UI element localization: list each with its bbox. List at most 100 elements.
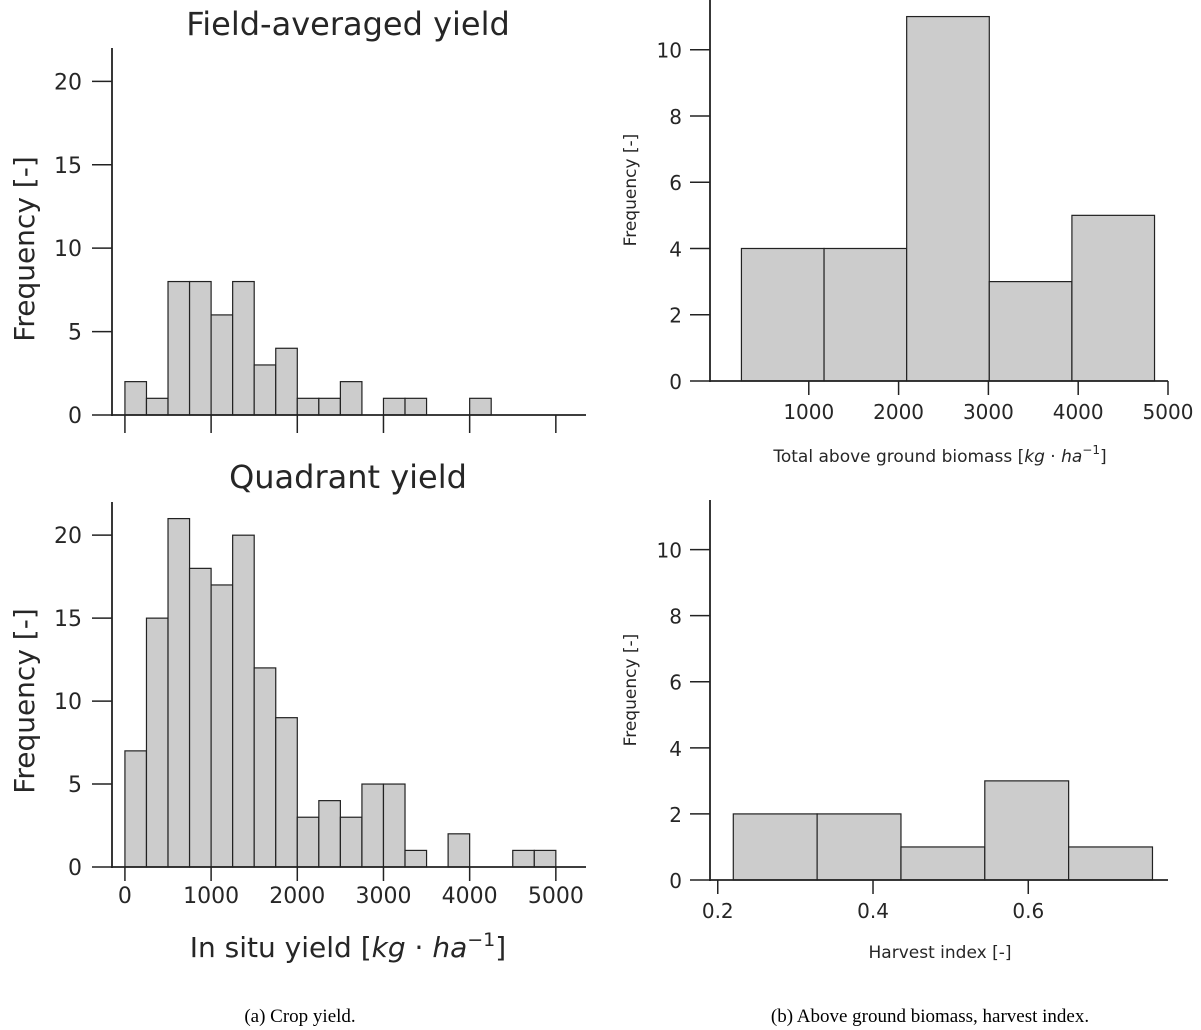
harvest-index-bars (732, 780, 1154, 881)
biomass-xlabel: Total above ground biomass [kg · ha−1] (772, 443, 1106, 467)
y-tick-label: 0 (68, 856, 82, 881)
histogram-bar (210, 314, 234, 416)
histogram-bar (404, 397, 428, 416)
x-tick-label: 5000 (1143, 400, 1194, 424)
histogram-bar (1068, 846, 1154, 881)
y-tick-label: 15 (54, 154, 82, 179)
histogram-bar (318, 800, 341, 868)
quadrant-yield-xlabel: In situ yield [kg · ha−1] (190, 929, 506, 964)
y-tick-label: 5 (68, 321, 82, 346)
x-tick-label: 4000 (442, 884, 498, 909)
quadrant-yield-ylabel: Frequency [-] (8, 608, 41, 794)
histogram-bar (145, 397, 169, 416)
histogram-bar (906, 15, 990, 382)
histogram-bar (318, 397, 341, 416)
quadrant-yield-histogram: Quadrant yield Frequency [-] In situ yie… (8, 458, 586, 964)
caption-left: (a) Crop yield. (244, 1006, 355, 1027)
y-tick-label: 10 (657, 39, 682, 63)
histogram-bar (253, 667, 277, 868)
x-tick-label: 2000 (873, 400, 924, 424)
quadrant-yield-axes: 0 5 10 15 20 0 1000 2000 3000 4000 5000 (54, 502, 586, 909)
histogram-bar (339, 816, 363, 868)
histogram-bar (232, 280, 255, 416)
field-yield-title: Field-averaged yield (186, 5, 510, 43)
histogram-bar (275, 347, 298, 416)
y-tick-label: 15 (54, 607, 82, 632)
histogram-bar (296, 816, 320, 868)
histogram-bar (404, 849, 428, 868)
x-tick-label: 0.6 (1012, 899, 1044, 923)
y-tick-label: 4 (669, 737, 682, 761)
y-tick-label: 10 (54, 690, 82, 715)
quadrant-yield-title: Quadrant yield (229, 458, 467, 496)
harvest-index-axes: 0 2 4 6 8 10 0.2 0.4 0.6 (657, 500, 1168, 923)
y-tick-label: 0 (669, 869, 682, 893)
histogram-bar (167, 280, 191, 416)
y-tick-label: 6 (669, 171, 682, 195)
x-tick-label: 3000 (963, 400, 1014, 424)
y-tick-label: 20 (54, 524, 82, 549)
x-tick-label: 0.4 (857, 899, 889, 923)
x-tick-label: 0.2 (702, 899, 734, 923)
y-tick-label: 4 (669, 237, 682, 261)
field-yield-histogram: Field-averaged yield Frequency [-] 0 5 10 1… (8, 5, 586, 433)
x-tick-label: 0 (118, 884, 132, 909)
harvest-index-xlabel: Harvest index [-] (869, 943, 1012, 963)
y-tick-label: 20 (54, 70, 82, 95)
x-tick-label: 1000 (183, 884, 239, 909)
y-tick-label: 2 (669, 304, 682, 328)
histogram-bar (188, 567, 212, 868)
histogram-bar (512, 849, 535, 868)
histogram-bar (232, 534, 255, 868)
field-yield-bars (124, 280, 492, 416)
harvest-index-histogram: Frequency [-] Harvest index [-] 02468100… (621, 500, 1168, 963)
x-tick-label: 5000 (528, 884, 584, 909)
y-tick-label: 8 (669, 605, 682, 629)
field-yield-axes: 0 5 10 15 20 (54, 48, 586, 433)
y-tick-label: 6 (669, 671, 682, 695)
y-tick-label: 8 (669, 105, 682, 129)
histogram-bar (145, 617, 169, 868)
biomass-ylabel: Frequency [-] (621, 134, 641, 247)
histogram-bar (823, 247, 908, 382)
histogram-bar (469, 397, 492, 416)
x-tick-label: 4000 (1053, 400, 1104, 424)
y-tick-label: 0 (669, 370, 682, 394)
histogram-bar (1071, 214, 1156, 382)
histogram-bar (447, 833, 471, 868)
histogram-bar (816, 813, 902, 881)
y-tick-label: 2 (669, 803, 682, 827)
histogram-bar (361, 783, 385, 868)
histogram-bar (533, 849, 557, 868)
biomass-bars (740, 15, 1156, 382)
histogram-bar (984, 780, 1070, 881)
histogram-bar (900, 846, 986, 881)
histogram-bar (339, 381, 363, 416)
y-tick-label: 10 (54, 237, 82, 262)
histogram-bar (732, 813, 818, 881)
histogram-bar (124, 381, 148, 416)
histogram-bar (253, 364, 277, 416)
x-tick-label: 3000 (355, 884, 411, 909)
x-tick-label: 1000 (783, 400, 834, 424)
histogram-bar (124, 750, 148, 868)
biomass-axes: 0 2 4 6 8 10 1000 2000 3000 4000 5000 (657, 0, 1194, 424)
histogram-bar (275, 717, 298, 868)
y-tick-label: 10 (657, 539, 682, 563)
y-tick-label: 5 (68, 773, 82, 798)
y-tick-label: 0 (68, 404, 82, 429)
x-tick-label: 2000 (269, 884, 325, 909)
histogram-bar (167, 517, 191, 868)
histogram-bar (382, 783, 406, 868)
field-yield-ylabel: Frequency [-] (8, 156, 41, 342)
histogram-bar (988, 281, 1073, 382)
histogram-bar (188, 280, 212, 416)
biomass-histogram: Frequency [-] Total above ground biomass… (621, 0, 1193, 467)
histogram-bar (382, 397, 406, 416)
caption-right: (b) Above ground biomass, harvest index. (771, 1006, 1089, 1027)
histogram-bar (296, 397, 320, 416)
histogram-bar (210, 584, 234, 868)
quadrant-yield-bars (124, 517, 557, 868)
histogram-bar (740, 247, 825, 382)
